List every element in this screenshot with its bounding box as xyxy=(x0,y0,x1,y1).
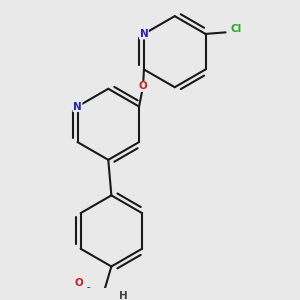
Text: O: O xyxy=(139,82,147,92)
Text: H: H xyxy=(119,291,128,300)
Text: N: N xyxy=(140,29,148,39)
Text: Cl: Cl xyxy=(231,24,242,34)
Text: O: O xyxy=(74,278,83,289)
Text: N: N xyxy=(73,101,82,112)
